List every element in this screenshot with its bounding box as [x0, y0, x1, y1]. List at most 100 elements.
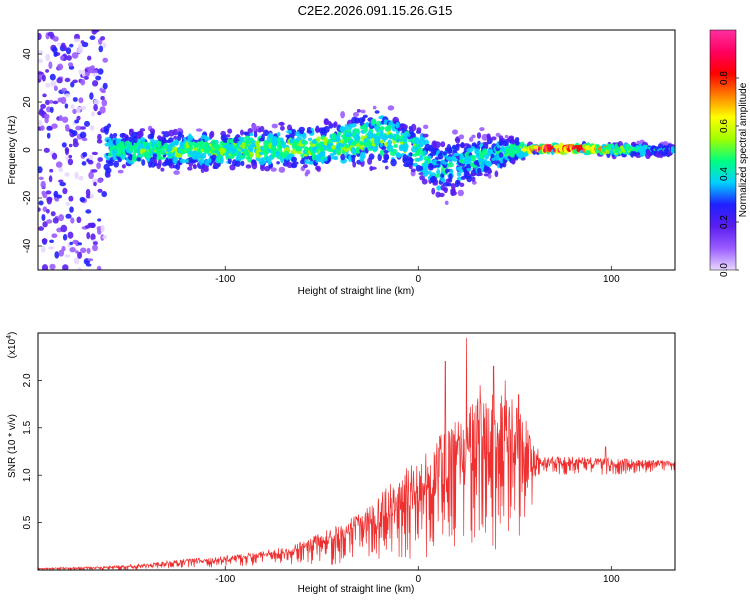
snr-panel: -100 0 100 0.5 1.0 1.5 2.0 Height of straight…	[6, 332, 676, 595]
spectrogram-cell	[434, 173, 441, 178]
spectrogram-cell	[280, 125, 285, 131]
spectrogram-cell	[636, 140, 641, 146]
spectrogram-cell	[40, 125, 45, 131]
spectrogram-cell	[91, 111, 95, 117]
spectrogram-cell	[227, 157, 232, 165]
spectrogram-cell	[112, 154, 117, 159]
snr-background	[38, 333, 675, 570]
spectrogram-cell	[38, 200, 44, 206]
spectrogram-cell	[209, 131, 213, 140]
spectrogram-cell	[62, 234, 68, 241]
spectrogram-x-ticks: -100 0 100	[215, 266, 620, 285]
spectrogram-cell	[258, 158, 266, 166]
spectrogram-x-tick-label: 0	[415, 274, 421, 285]
spectrogram-cell	[41, 264, 49, 270]
spectrogram-cell	[160, 167, 165, 172]
spectrogram-cell	[344, 144, 350, 148]
spectrogram-cell	[85, 188, 91, 197]
spectrogram-cell	[187, 166, 193, 171]
spectrogram-cell	[418, 165, 424, 171]
spectrogram-cell	[340, 153, 346, 161]
spectrogram-cell	[91, 169, 98, 173]
spectrogram-cell	[506, 148, 511, 155]
spectrogram-cell	[410, 123, 417, 132]
spectrogram-cell	[350, 123, 357, 128]
spectrogram-cell	[319, 146, 324, 153]
spectrogram-cell	[70, 104, 75, 109]
snr-scale-exponent: 4	[6, 335, 13, 339]
spectrogram-cell	[48, 175, 53, 183]
spectrogram-cell	[421, 178, 428, 185]
snr-y-tick-label: 0.5	[22, 515, 33, 529]
spectrogram-cell	[432, 181, 439, 186]
snr-y-tick-label: 1.0	[22, 468, 33, 482]
spectrogram-cell	[280, 139, 285, 147]
spectrogram-cell	[370, 166, 377, 170]
spectrogram-cell	[100, 36, 106, 41]
spectrogram-cell	[172, 140, 177, 146]
spectrogram-cell	[77, 251, 83, 259]
spectrogram-cell	[117, 169, 124, 174]
spectrogram-cell	[86, 247, 91, 254]
spectrogram-cell	[48, 61, 53, 69]
spectrogram-cell	[93, 104, 98, 112]
spectrogram-cell	[54, 251, 60, 259]
spectrogram-cell	[157, 135, 162, 140]
spectrogram-cell	[79, 105, 87, 110]
spectrogram-cell	[360, 151, 366, 160]
spectrogram-cell	[252, 159, 256, 164]
spectrogram-cell	[97, 133, 102, 141]
spectrogram-cell	[469, 136, 474, 142]
spectrogram-y-label: Frequency (Hz)	[7, 116, 18, 185]
spectrogram-cell	[418, 138, 426, 146]
spectrogram-cell	[450, 183, 456, 190]
snr-x-label: Height of straight line (km)	[298, 584, 415, 595]
snr-scale-prefix: (x10	[7, 338, 18, 358]
colorbar-ticks: 0.0 0.2 0.4 0.6 0.8	[719, 71, 739, 277]
spectrogram-cell	[87, 258, 94, 262]
spectrogram-cell	[470, 172, 477, 177]
spectrogram-cell	[43, 147, 50, 153]
spectrogram-cell	[328, 120, 332, 127]
spectrogram-cell	[220, 156, 224, 164]
spectrogram-cell	[88, 223, 96, 228]
spectrogram-cell	[510, 148, 516, 154]
spectrogram-cell	[64, 77, 71, 83]
spectrogram-cell	[448, 173, 453, 181]
spectrogram-cell	[342, 140, 348, 144]
spectrogram-cell	[81, 137, 88, 142]
spectrogram-cell	[97, 188, 103, 193]
spectrogram-cell	[96, 162, 101, 170]
spectrogram-cell	[78, 175, 84, 181]
spectrogram-cell	[308, 137, 313, 142]
spectrogram-cell	[208, 157, 212, 163]
snr-x-tick-label: 0	[415, 574, 421, 585]
spectrogram-cell	[436, 169, 441, 175]
spectrogram-cell	[45, 53, 51, 62]
spectrogram-cell	[456, 180, 461, 185]
spectrogram-cell	[316, 136, 321, 142]
spectrogram-cell	[119, 141, 126, 149]
spectrogram-cell	[101, 191, 107, 198]
spectrogram-cell	[192, 164, 197, 169]
spectrogram-cell	[291, 156, 297, 163]
spectrogram-cell	[86, 232, 91, 240]
spectrogram-cell	[188, 141, 193, 148]
spectrogram-cell	[443, 186, 448, 194]
spectrogram-cell	[451, 155, 456, 161]
spectrogram-cell	[210, 139, 217, 147]
spectrogram-cell	[448, 146, 453, 154]
spectrogram-cell	[379, 149, 385, 157]
spectrogram-cell	[93, 181, 97, 187]
spectrogram-cell	[66, 55, 72, 61]
spectrogram-cell	[490, 153, 495, 159]
spectrogram-cell	[38, 120, 43, 126]
spectrogram-cell	[476, 132, 482, 139]
spectrogram-cell	[270, 145, 277, 152]
spectrogram-cell	[354, 128, 360, 134]
spectrogram-cell	[333, 121, 338, 127]
spectrogram-cell	[203, 141, 210, 147]
spectrogram-cell	[83, 75, 89, 80]
spectrogram-cell	[322, 157, 328, 162]
spectrogram-y-tick-label: 0	[22, 147, 33, 153]
